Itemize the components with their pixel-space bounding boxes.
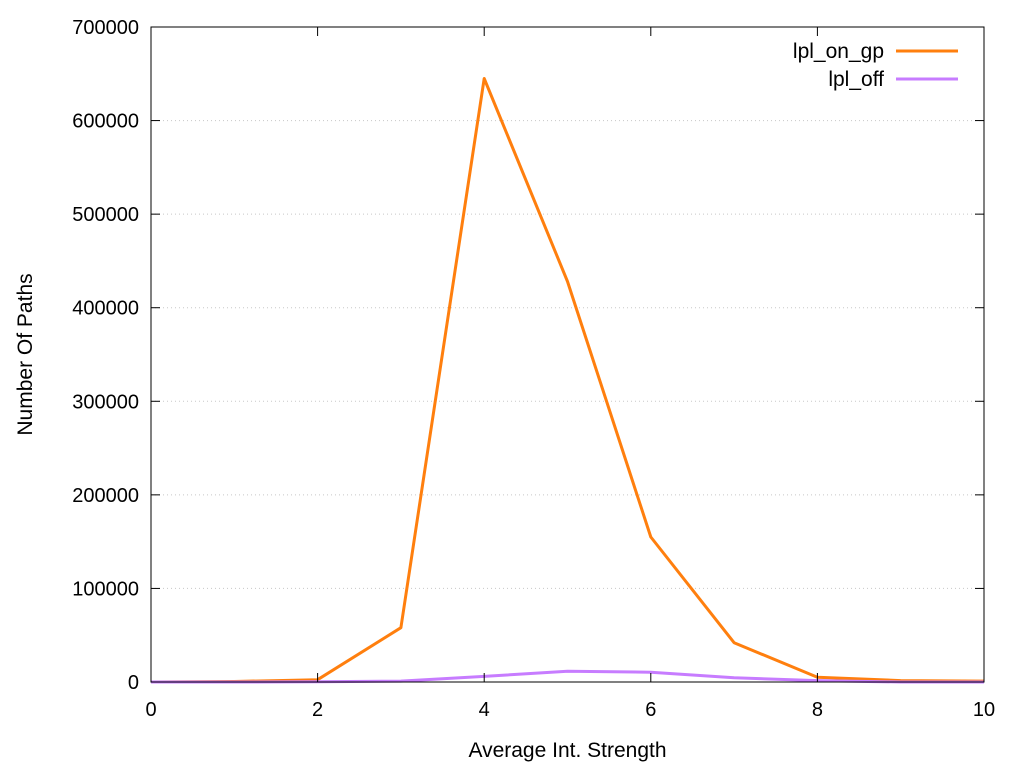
y-tick-label: 0	[128, 672, 139, 694]
axis-ticks: 0 100000 200000 300000 400000 500000 600000 700…	[72, 17, 995, 721]
y-tick-label: 300000	[72, 391, 139, 413]
y-tick-label: 400000	[72, 298, 139, 320]
x-tick-label: 6	[645, 699, 656, 721]
series-line-lpl-on-gp	[150, 77, 985, 684]
y-tick-label: 500000	[72, 204, 139, 226]
plot-frame	[150, 26, 985, 683]
x-tick-label: 4	[479, 699, 490, 721]
y-tick-label: 700000	[72, 17, 139, 39]
y-tick-label: 200000	[72, 485, 139, 507]
y-tick-label: 600000	[72, 111, 139, 133]
legend: lpl_on_gp lpl_off	[793, 40, 958, 91]
legend-label: lpl_on_gp	[793, 40, 884, 63]
x-tick-label: 8	[812, 699, 823, 721]
y-tick-label: 100000	[72, 578, 139, 600]
legend-label: lpl_off	[828, 68, 884, 91]
x-tick-label: 2	[312, 699, 323, 721]
x-tick-label: 0	[145, 699, 156, 721]
gridlines	[151, 120, 984, 589]
x-axis-title: Average Int. Strength	[468, 739, 666, 762]
x-tick-label: 10	[973, 699, 995, 721]
y-axis-title: Number Of Paths	[14, 273, 37, 435]
